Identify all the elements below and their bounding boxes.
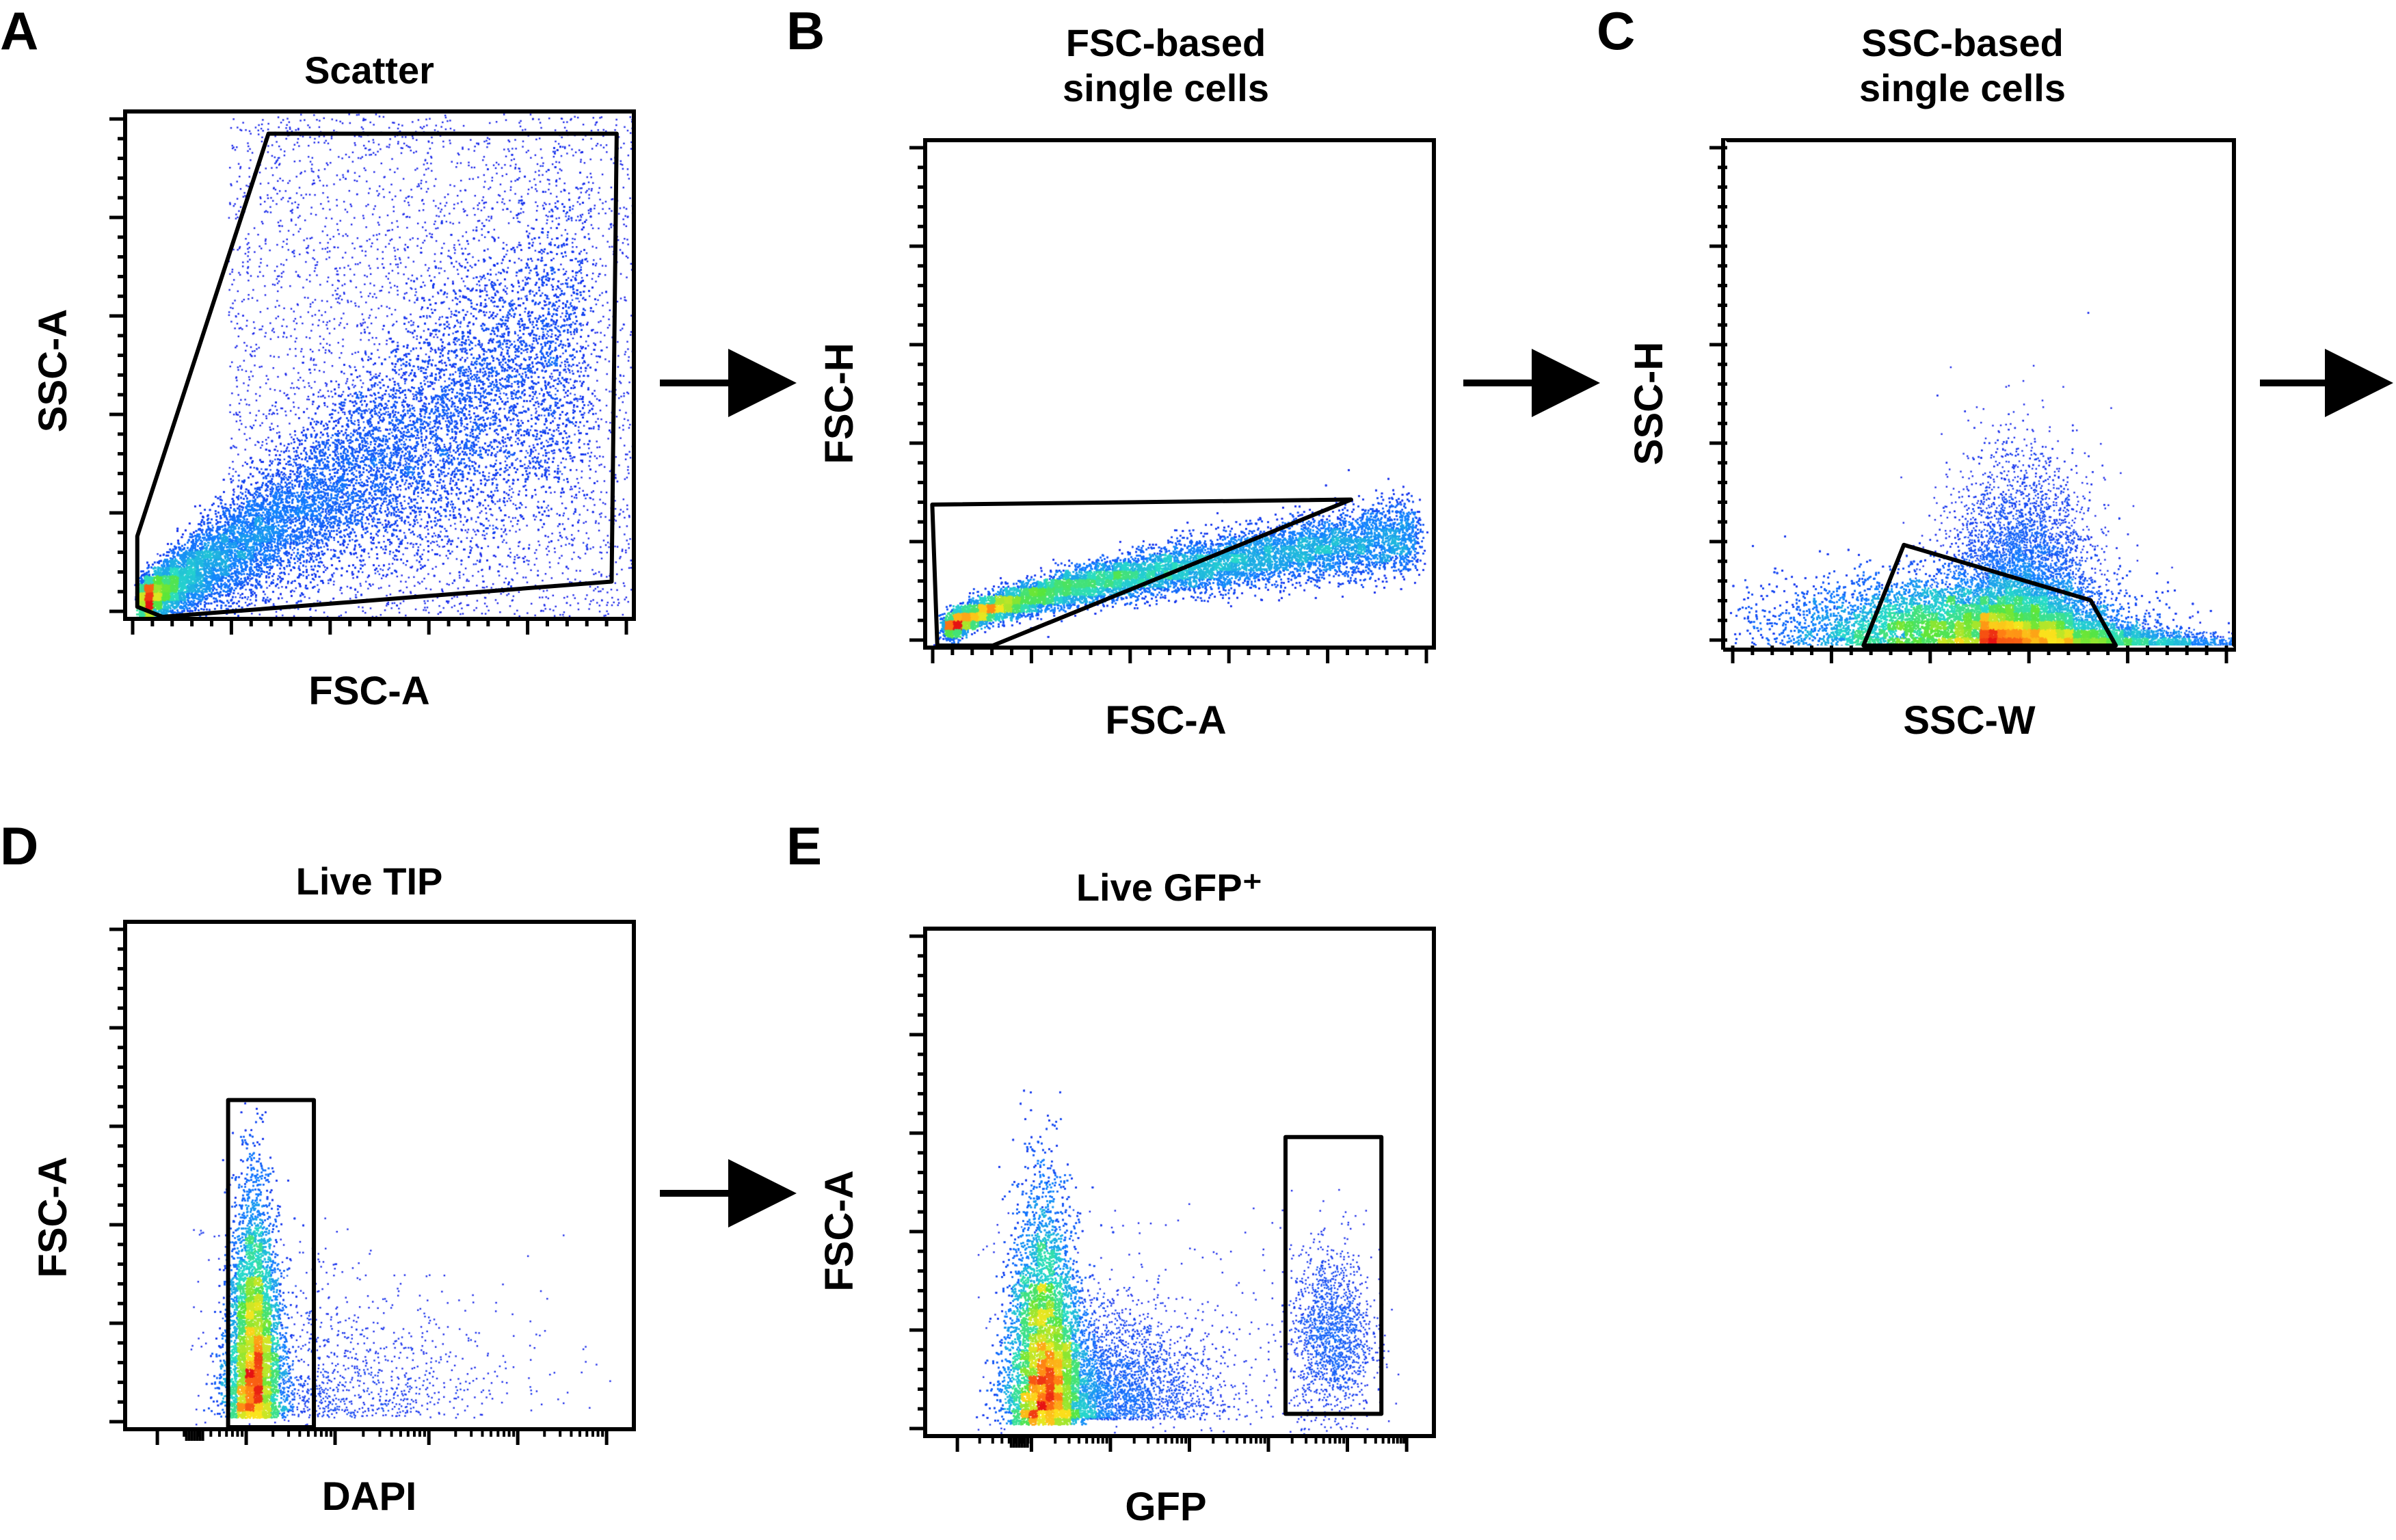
panel-letter-b: B xyxy=(786,1,825,61)
panel-letter-a: A xyxy=(0,1,39,61)
gate-2 xyxy=(1861,542,2118,648)
panel-title-d: Live TIP xyxy=(295,860,443,903)
density-scatter-e xyxy=(927,931,1432,1434)
panel-letter-e: E xyxy=(786,816,823,876)
density-scatter-b xyxy=(927,142,1432,646)
panel-letter-c: C xyxy=(1597,1,1636,61)
plot-frame-b xyxy=(923,138,1436,650)
plot-frame-a xyxy=(123,109,636,621)
plot-frame-c xyxy=(1723,138,2236,650)
gate-1 xyxy=(930,497,1353,648)
x-axis-label-b: FSC-A xyxy=(1105,698,1227,743)
panel-title-e: Live GFP⁺ xyxy=(1076,866,1263,909)
x-axis-label-d: DAPI xyxy=(321,1474,417,1519)
gate-3 xyxy=(226,1098,317,1429)
density-scatter-a xyxy=(127,114,632,617)
density-scatter-d xyxy=(127,924,632,1427)
gate-0 xyxy=(135,131,619,619)
arrow-b-to-c xyxy=(1463,349,1607,421)
x-axis-label-e: GFP xyxy=(1125,1485,1207,1529)
panel-title-b: FSC-based single cells xyxy=(1063,21,1269,109)
panel-title-a: Scatter xyxy=(304,49,434,92)
density-scatter-c xyxy=(1727,142,2232,646)
panel-letter-d: D xyxy=(0,816,39,876)
arrow-d-to-e xyxy=(660,1159,803,1231)
plot-frame-e xyxy=(923,927,1436,1438)
x-axis-label-c: SSC-W xyxy=(1903,698,2036,743)
arrow-c-to-next xyxy=(2260,349,2396,421)
x-axis-label-a: FSC-A xyxy=(308,669,430,713)
plot-frame-d xyxy=(123,920,636,1431)
arrow-a-to-b xyxy=(660,349,803,421)
panel-title-c: SSC-based single cells xyxy=(1859,21,2066,109)
gate-4 xyxy=(1283,1134,1384,1416)
